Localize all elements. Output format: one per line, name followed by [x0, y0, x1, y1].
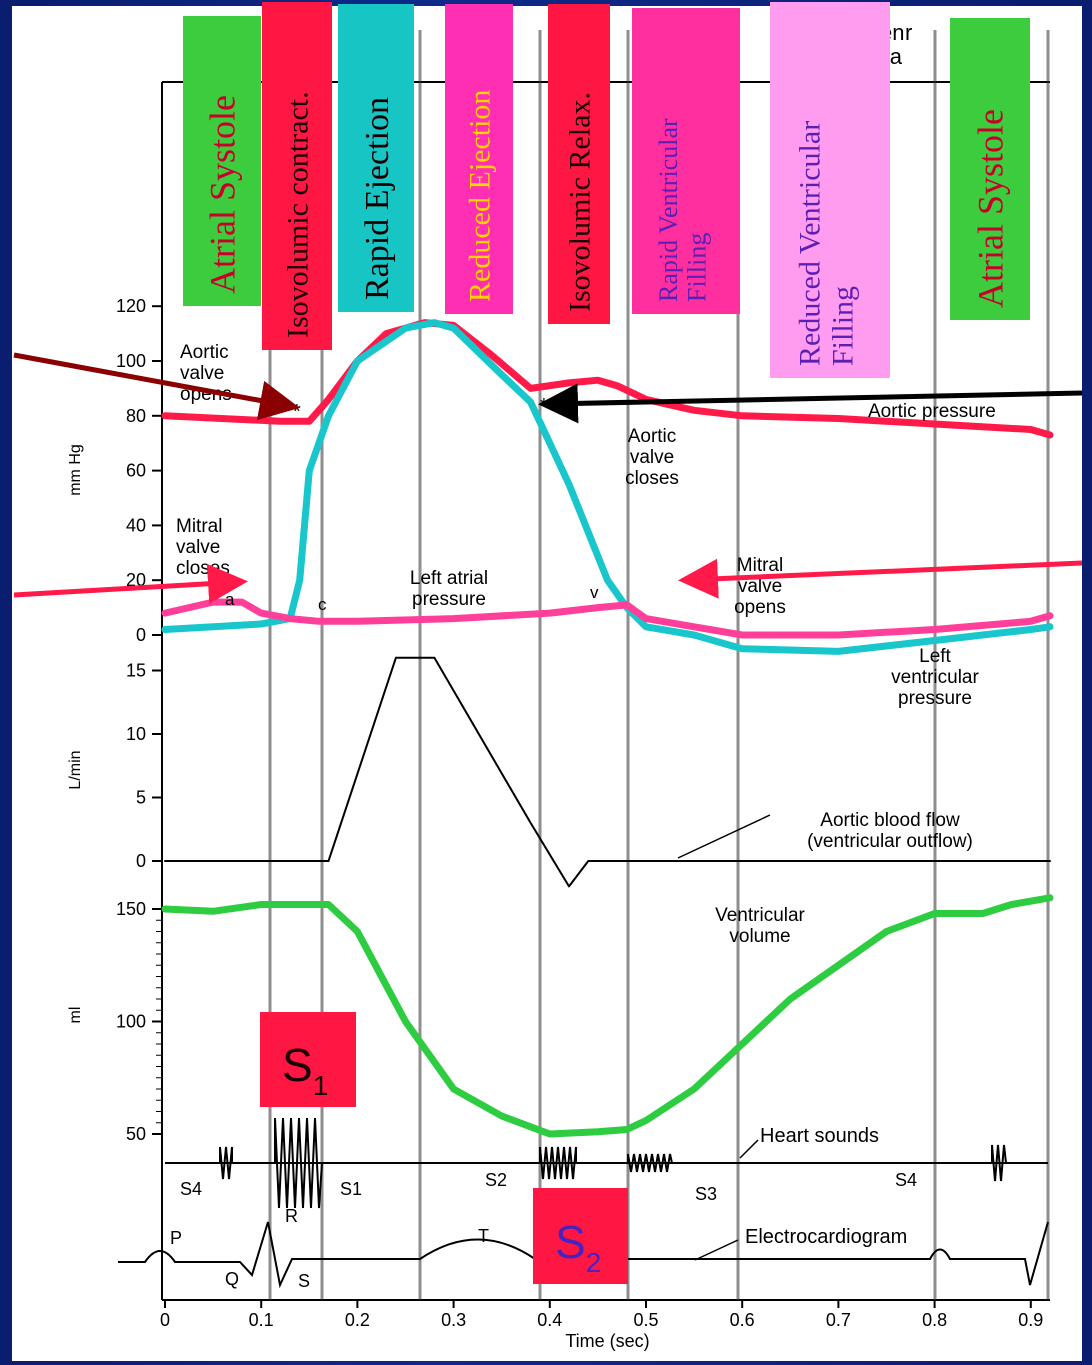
y-tick-label: 50	[126, 1124, 146, 1144]
y-tick-label: 5	[136, 788, 146, 808]
heart-sound-burst	[219, 1146, 233, 1180]
annotation-left-ventricular-pressure: Left ventricular pressure	[891, 646, 979, 709]
series-line-left-atrial-pressure	[161, 598, 1054, 639]
arrow-mitral-valve-opens	[678, 558, 1083, 599]
phase-label: Atrial Systole	[203, 95, 243, 294]
phase-box	[770, 2, 890, 378]
ecg-wave-label: Q	[225, 1269, 239, 1289]
arrow-aortic-valve-closes	[538, 383, 1083, 424]
y-tick-label: 10	[126, 724, 146, 744]
heart-sound-marker: S4	[180, 1179, 202, 1199]
heart-sound-marker: S4	[895, 1170, 917, 1190]
phase-box	[262, 2, 332, 350]
x-tick-label: 0.9	[1018, 1310, 1043, 1330]
y-tick-label: 100	[116, 1012, 146, 1032]
x-tick-label: 0.6	[730, 1310, 755, 1330]
heart-sound-burst	[274, 1117, 323, 1209]
aortic-flow-leader	[677, 814, 771, 859]
x-tick-label: 0.4	[537, 1310, 562, 1330]
x-tick-label: 0.8	[922, 1310, 947, 1330]
heart-sounds-label: Heart sounds	[760, 1125, 879, 1147]
annotation-ventricular-volume: Ventricular volume	[715, 905, 805, 947]
y-tick-label: 100	[116, 351, 146, 371]
x-tick-label: 0.3	[441, 1310, 466, 1330]
phase-box	[632, 8, 740, 314]
annotation-a-wave: a	[225, 590, 235, 609]
y-tick-label: 80	[126, 406, 146, 426]
x-tick-label: 0.2	[345, 1310, 370, 1330]
annotation-mitral-valve-closes: Mitral valve closes	[176, 516, 230, 579]
ecg-line	[118, 1221, 1049, 1289]
phase-label: Atrial Systole	[971, 109, 1011, 308]
phase-labels: Atrial Systole Isovolumic contract. Rapid …	[183, 2, 1030, 378]
heart-sound-marker: S1	[340, 1179, 362, 1199]
heart-sound-marker: S2	[485, 1170, 507, 1190]
phase-box	[548, 4, 610, 324]
y-axis-label: L/min	[67, 750, 84, 789]
y-tick-label: 0	[136, 851, 146, 871]
sound-badges: S1 S2	[260, 1012, 628, 1284]
aortic-close-star: *	[540, 395, 548, 417]
phase-label: Isovolumic contract.	[282, 91, 315, 338]
phase-label: Isovolumic Relax.	[564, 92, 597, 312]
phase-box	[445, 4, 513, 314]
annotation-c-wave: c	[318, 595, 327, 614]
heart-sounds-leader	[739, 1139, 759, 1159]
sound-badge-label: S2	[555, 1216, 601, 1278]
sound-badge-label: S1	[282, 1039, 328, 1101]
ecg-wave-label: P	[170, 1228, 182, 1248]
ecg-trace: P Q R S T Electrocardiogram	[118, 1206, 1049, 1291]
phase-label: Rapid VentricularFilling	[654, 118, 712, 302]
x-tick-label: 0.7	[826, 1310, 851, 1330]
heart-sound-burst	[539, 1146, 577, 1180]
x-tick-label: 0	[160, 1310, 170, 1330]
annotation-aortic-valve-closes: Aortic valve closes	[625, 426, 679, 489]
series-line-ventricular-volume	[161, 894, 1054, 1138]
phase-box	[950, 18, 1030, 320]
annotation-mitral-valve-opens: Mitral valve opens	[734, 555, 786, 618]
y-tick-label: 60	[126, 461, 146, 481]
phase-box	[183, 16, 261, 306]
annotation-aortic-pressure: Aortic pressure	[868, 401, 996, 422]
ecg-label: Electrocardiogram	[745, 1226, 907, 1248]
heart-sound-burst	[627, 1153, 673, 1173]
phase-label: Reduced Ejection	[464, 90, 497, 302]
sound-badge	[533, 1188, 628, 1284]
x-tick-label: 0.5	[633, 1310, 658, 1330]
phase-label: Reduced VentricularFilling	[794, 121, 860, 366]
phase-box	[338, 4, 414, 312]
annotation-aortic-blood-flow: Aortic blood flow (ventricular outflow)	[807, 810, 973, 852]
phase-label: Rapid Ejection	[359, 97, 396, 300]
annotation-left-atrial-pressure: Left atrial pressure	[410, 568, 488, 610]
pointer-arrows	[13, 352, 1083, 604]
series-line-left-ventricular-pressure	[161, 319, 1054, 655]
ecg-leader	[694, 1239, 739, 1261]
header-fragment: r	[905, 20, 912, 45]
heart-sound-burst	[991, 1144, 1007, 1182]
ecg-wave-label: T	[478, 1226, 489, 1246]
arrow-mitral-valve-closes	[13, 563, 248, 604]
y-tick-label: 40	[126, 515, 146, 535]
y-tick-label: 0	[136, 625, 146, 645]
ecg-wave-label: S	[298, 1271, 310, 1291]
annotation-v-wave: v	[590, 583, 599, 602]
series-line-aortic-blood-flow-ventricular-outflow-	[164, 656, 1051, 888]
y-tick-label: 15	[126, 661, 146, 681]
sound-badge	[260, 1012, 356, 1107]
y-axis-label: mm Hg	[67, 444, 84, 496]
y-tick-label: 120	[116, 296, 146, 316]
ecg-wave-label: R	[285, 1206, 298, 1226]
x-tick-label: 0.1	[249, 1310, 274, 1330]
x-axis-label: Time (sec)	[565, 1331, 649, 1351]
heart-sounds-trace: S4 S1 S2 S3 S4 Heart sounds	[165, 1117, 1048, 1209]
arrow-aortic-valve-opens	[13, 352, 300, 421]
heart-sound-marker: S3	[695, 1184, 717, 1204]
y-axis-label: ml	[67, 1007, 84, 1024]
aortic-open-star: *	[293, 401, 301, 423]
y-tick-label: 150	[116, 899, 146, 919]
